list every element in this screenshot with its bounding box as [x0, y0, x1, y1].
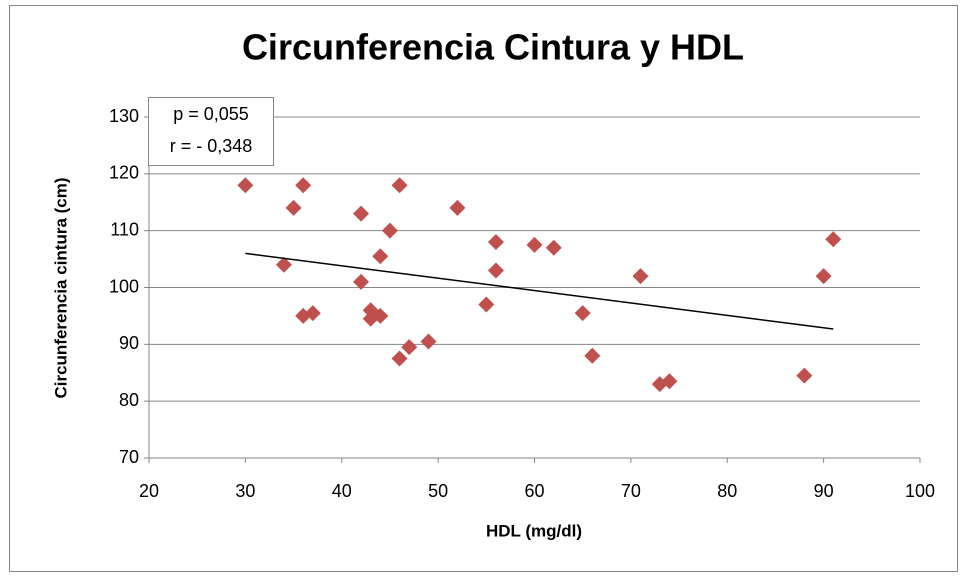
point [381, 222, 398, 239]
point [372, 248, 389, 265]
point [391, 177, 408, 194]
x-axis-label: HDL (mg/dl) [486, 521, 582, 540]
point [420, 333, 437, 350]
point [353, 205, 370, 222]
point [526, 236, 543, 253]
point [584, 347, 601, 364]
x-tick-label: 20 [139, 481, 159, 501]
y-tick-label: 70 [119, 447, 139, 467]
trendline [245, 252, 834, 330]
y-tick-label: 110 [110, 219, 139, 239]
x-tick-label: 80 [717, 481, 737, 501]
point [285, 199, 302, 216]
point [304, 305, 321, 322]
point [487, 262, 504, 279]
y-tick-label: 90 [119, 333, 139, 353]
point [391, 350, 408, 367]
point [372, 307, 389, 324]
annotation: r = - 0,348 [170, 136, 253, 156]
point [353, 273, 370, 290]
x-tick-label: 30 [235, 481, 255, 501]
y-tick-label: 100 [109, 276, 139, 296]
y-tick-label: 120 [109, 163, 139, 183]
point [632, 268, 649, 285]
point [295, 177, 312, 194]
y-tick-label: 130 [109, 106, 139, 126]
point [401, 339, 418, 356]
x-tick-label: 50 [428, 481, 448, 501]
point [449, 199, 466, 216]
point [545, 239, 562, 256]
point [237, 177, 254, 194]
point [487, 234, 504, 251]
x-tick-label: 60 [524, 481, 544, 501]
point [275, 256, 292, 273]
x-tick-label: 70 [621, 481, 641, 501]
x-tick-label: 90 [814, 481, 834, 501]
point [661, 373, 678, 390]
y-tick-label: 80 [119, 390, 139, 410]
annotation-box [148, 97, 274, 166]
x-tick-label: 40 [332, 481, 352, 501]
annotation: p = 0,055 [173, 104, 249, 124]
point [574, 305, 591, 322]
point [825, 231, 842, 248]
point [478, 296, 495, 313]
y-axis-label: Circunferencia cintura (cm) [51, 177, 70, 398]
point [796, 367, 813, 384]
x-tick-label: 100 [905, 481, 935, 501]
point [815, 268, 832, 285]
chart-title: Circunferencia Cintura y HDL [242, 27, 744, 68]
